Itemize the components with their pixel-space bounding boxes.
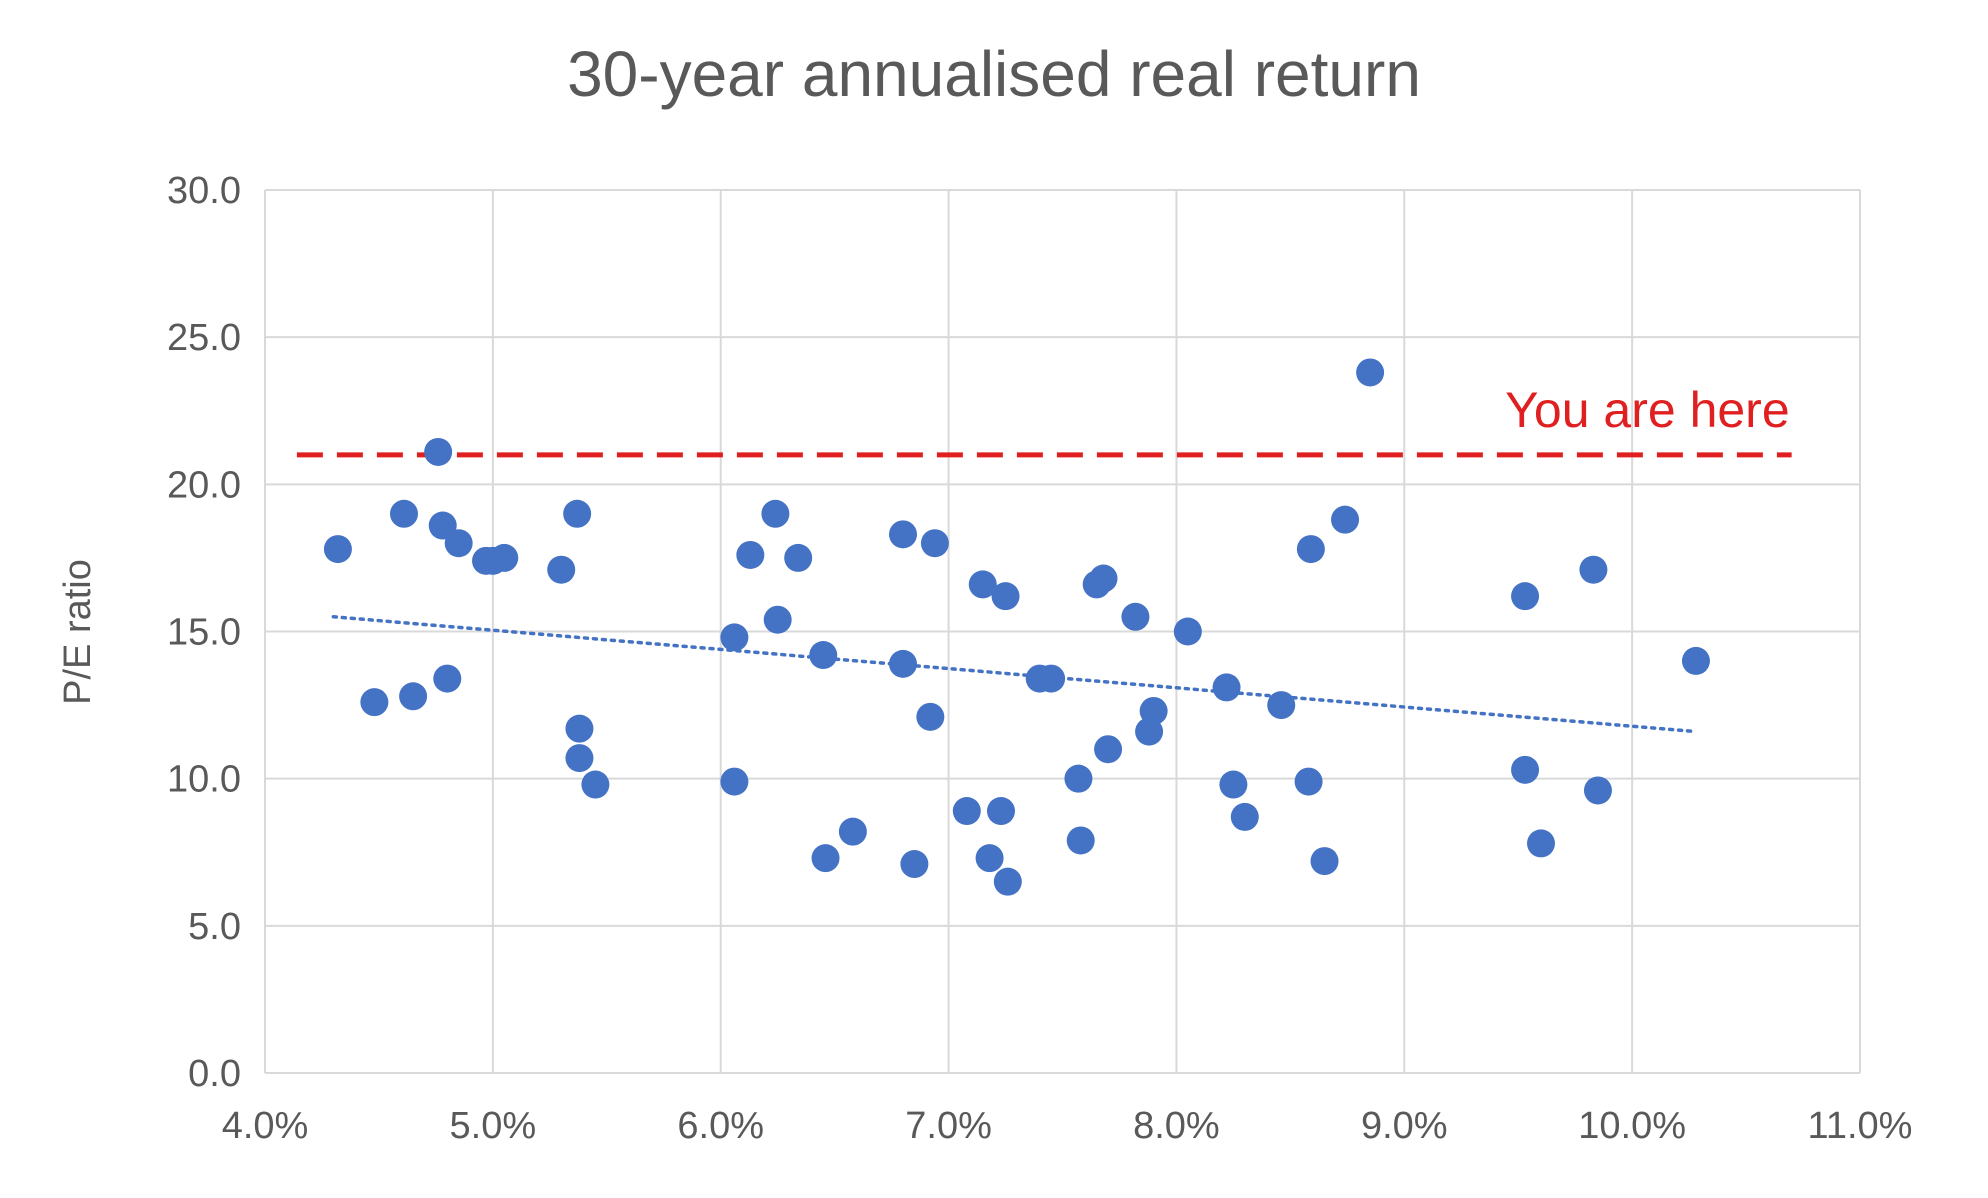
scatter-point: [784, 543, 813, 572]
scatter-point: [1121, 602, 1150, 631]
scatter-point: [424, 437, 453, 466]
x-tick-label: 9.0%: [1361, 1105, 1448, 1147]
scatter-point: [920, 529, 949, 558]
scatter-point: [809, 641, 838, 670]
scatter-point: [399, 682, 428, 711]
axis-tick-labels: 0.0 5.0 10.0 15.0 20.0 25.0 30.0 4.0% 5.0% 6.0% 7.…: [167, 170, 1912, 1147]
scatter-point: [761, 499, 790, 528]
scatter-point: [1511, 755, 1540, 784]
x-tick-label: 10.0%: [1578, 1105, 1686, 1147]
scatter-point: [563, 499, 592, 528]
scatter-point: [720, 623, 749, 652]
scatter-point: [1064, 764, 1093, 793]
scatter-point: [1331, 505, 1360, 534]
scatter-point: [1089, 564, 1118, 593]
trendline: [331, 615, 1698, 734]
gridlines: [264, 189, 1861, 1074]
scatter-point: [838, 817, 867, 846]
scatter-point: [389, 499, 418, 528]
x-tick-label: 7.0%: [905, 1105, 992, 1147]
scatter-point: [1230, 802, 1259, 831]
y-tick-label: 30.0: [167, 170, 241, 212]
scatter-point: [1066, 826, 1095, 855]
y-tick-label: 10.0: [167, 759, 241, 801]
chart-title: 30-year annualised real return: [567, 38, 1421, 110]
scatter-point: [1212, 673, 1241, 702]
scatter-point: [1310, 847, 1339, 876]
scatter-point: [360, 688, 389, 717]
y-tick-label: 25.0: [167, 317, 241, 359]
x-tick-label: 4.0%: [222, 1105, 309, 1147]
scatter-point: [968, 570, 997, 599]
scatter-point: [565, 744, 594, 773]
y-axis-title: P/E ratio: [57, 559, 99, 705]
y-tick-label: 0.0: [188, 1053, 241, 1095]
scatter-point: [889, 649, 917, 678]
scatter-point: [1139, 696, 1168, 725]
scatter-point: [811, 844, 840, 873]
scatter-point: [1356, 358, 1385, 387]
scatter-point: [1527, 829, 1555, 858]
scatter-point: [1579, 555, 1608, 584]
scatter-point: [547, 555, 576, 584]
scatter-point: [975, 844, 1004, 873]
you-are-here-label: You are here: [1505, 382, 1790, 438]
scatter-point: [736, 540, 765, 569]
scatter-point: [889, 520, 917, 549]
scatter-point: [986, 797, 1015, 826]
scatter-point: [1267, 691, 1296, 720]
scatter-point: [433, 664, 462, 693]
scatter-points: [323, 358, 1710, 896]
scatter-point: [720, 767, 749, 796]
scatter-point: [1511, 582, 1540, 611]
scatter-point: [565, 714, 594, 743]
scatter-point: [993, 867, 1022, 896]
scatter-point: [581, 770, 610, 799]
scatter-point: [991, 582, 1020, 611]
scatter-point: [1296, 535, 1325, 564]
x-tick-label: 5.0%: [450, 1105, 537, 1147]
y-tick-label: 15.0: [167, 612, 241, 654]
y-tick-label: 5.0: [188, 906, 241, 948]
scatter-point: [763, 605, 792, 634]
scatter-point: [1681, 646, 1710, 675]
scatter-point: [900, 850, 929, 879]
x-tick-label: 11.0%: [1808, 1105, 1913, 1147]
trendline-layer: [331, 615, 1698, 734]
scatter-point: [952, 797, 981, 826]
scatter-point: [490, 543, 519, 572]
scatter-point: [1219, 770, 1248, 799]
scatter-point: [1037, 664, 1066, 693]
x-tick-label: 8.0%: [1133, 1105, 1220, 1147]
scatter-point: [323, 535, 352, 564]
scatter-point: [1173, 617, 1202, 646]
scatter-point: [444, 529, 473, 558]
scatter-point: [1294, 767, 1323, 796]
x-tick-label: 6.0%: [677, 1105, 764, 1147]
scatter-point: [916, 702, 945, 731]
scatter-point: [1094, 735, 1123, 764]
y-tick-label: 20.0: [167, 464, 241, 506]
scatter-point: [1583, 776, 1612, 805]
